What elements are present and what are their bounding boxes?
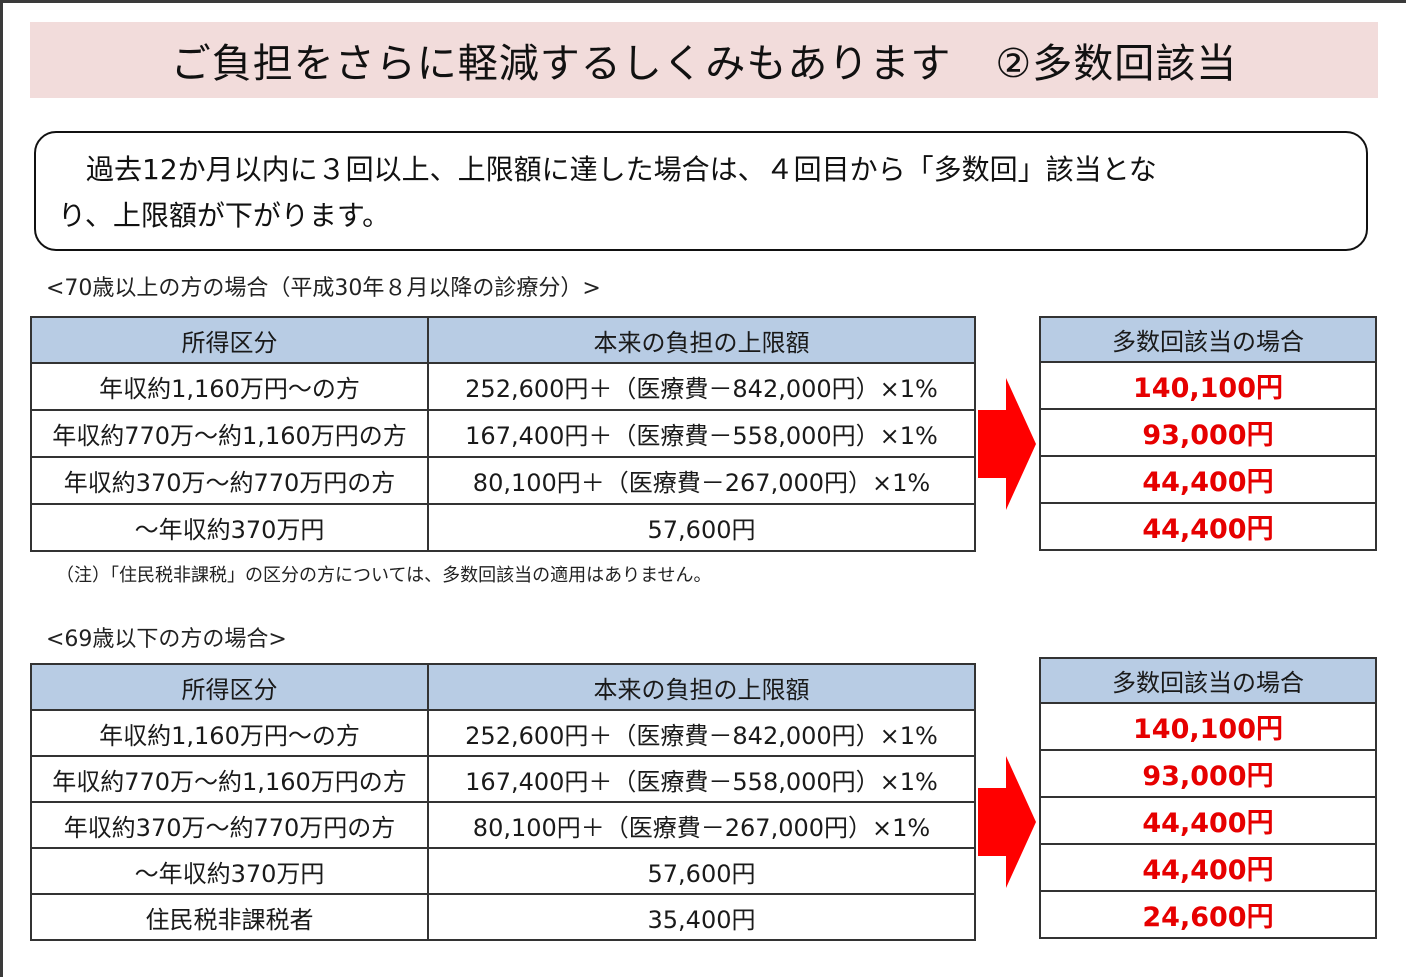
footnote: （注）「住民税非課税」の区分の方については、多数回該当の適用はありません。	[56, 565, 712, 586]
table-row: 年収約370万～約770万円の方 80,100円＋（医療費－267,000円）×…	[30, 801, 976, 849]
multiple-amount-cell: 140,100円	[1039, 361, 1377, 410]
table-row: 44,400円	[1039, 843, 1377, 892]
limit-cell: 252,600円＋（医療費－842,000円）×1%	[427, 362, 976, 411]
income-cell: 年収約770万～約1,160万円の方	[30, 755, 429, 803]
multiple-amount-cell: 140,100円	[1039, 702, 1377, 751]
limit-cell: 80,100円＋（医療費－267,000円）×1%	[427, 801, 976, 849]
header-multiple: 多数回該当の場合	[1039, 657, 1377, 704]
table-row: ～年収約370万円 57,600円	[30, 503, 976, 552]
notice-box: 過去12か月以内に３回以上、上限額に達した場合は、４回目から「多数回」該当とな …	[34, 131, 1368, 251]
table-row: 44,400円	[1039, 796, 1377, 845]
notice-line-1: 過去12か月以内に３回以上、上限額に達した場合は、４回目から「多数回」該当とな	[86, 153, 1157, 186]
income-cell: 年収約1,160万円～の方	[30, 709, 429, 757]
page-title: ご負担をさらに軽減するしくみもあります ②多数回該当	[30, 22, 1378, 98]
header-multiple: 多数回該当の場合	[1039, 316, 1377, 363]
multiple-table-69-under: 多数回該当の場合 140,100円 93,000円 44,400円 44,400…	[1039, 657, 1377, 939]
right-arrow-icon	[978, 378, 1036, 510]
multiple-amount-cell: 44,400円	[1039, 502, 1377, 551]
header-original-limit: 本来の負担の上限額	[427, 663, 976, 711]
income-cell: ～年収約370万円	[30, 847, 429, 895]
limit-cell: 167,400円＋（医療費－558,000円）×1%	[427, 409, 976, 458]
table-row: 年収約1,160万円～の方 252,600円＋（医療費－842,000円）×1%	[30, 362, 976, 411]
table-row: 年収約370万～約770万円の方 80,100円＋（医療費－267,000円）×…	[30, 456, 976, 505]
table-69-under: 所得区分 本来の負担の上限額 年収約1,160万円～の方 252,600円＋（医…	[30, 663, 976, 941]
header-income-class: 所得区分	[30, 663, 429, 711]
limit-cell: 167,400円＋（医療費－558,000円）×1%	[427, 755, 976, 803]
table-header-row: 所得区分 本来の負担の上限額	[30, 316, 976, 364]
table-row: ～年収約370万円 57,600円	[30, 847, 976, 895]
header-income-class: 所得区分	[30, 316, 429, 364]
table-70-plus: 所得区分 本来の負担の上限額 年収約1,160万円～の方 252,600円＋（医…	[30, 316, 976, 552]
limit-cell: 35,400円	[427, 893, 976, 941]
notice-line-2: り、上限額が下がります。	[58, 199, 391, 232]
table-row: 住民税非課税者 35,400円	[30, 893, 976, 941]
income-cell: 年収約370万～約770万円の方	[30, 801, 429, 849]
limit-cell: 80,100円＋（医療費－267,000円）×1%	[427, 456, 976, 505]
window-frame-top	[0, 0, 1406, 3]
income-cell: 年収約370万～約770万円の方	[30, 456, 429, 505]
table-row: 年収約1,160万円～の方 252,600円＋（医療費－842,000円）×1%	[30, 709, 976, 757]
income-cell: 年収約1,160万円～の方	[30, 362, 429, 411]
limit-cell: 57,600円	[427, 503, 976, 552]
income-cell: 年収約770万～約1,160万円の方	[30, 409, 429, 458]
table-row: 140,100円	[1039, 702, 1377, 751]
multiple-amount-cell: 44,400円	[1039, 843, 1377, 892]
table-row: 93,000円	[1039, 749, 1377, 798]
multiple-table-70-plus: 多数回該当の場合 140,100円 93,000円 44,400円 44,400…	[1039, 316, 1377, 551]
table-header-row: 所得区分 本来の負担の上限額	[30, 663, 976, 711]
page-title-main: ご負担をさらに軽減するしくみもあります	[170, 41, 952, 87]
right-arrow-icon	[978, 756, 1036, 888]
limit-cell: 57,600円	[427, 847, 976, 895]
income-cell: 住民税非課税者	[30, 893, 429, 941]
table-row: 93,000円	[1039, 408, 1377, 457]
table-row: 年収約770万～約1,160万円の方 167,400円＋（医療費－558,000…	[30, 755, 976, 803]
table-row: 年収約770万～約1,160万円の方 167,400円＋（医療費－558,000…	[30, 409, 976, 458]
income-cell: ～年収約370万円	[30, 503, 429, 552]
header-original-limit: 本来の負担の上限額	[427, 316, 976, 364]
multiple-amount-cell: 93,000円	[1039, 749, 1377, 798]
multiple-amount-cell: 44,400円	[1039, 455, 1377, 504]
section-label-69-under: <69歳以下の方の場合>	[46, 627, 287, 652]
multiple-amount-cell: 93,000円	[1039, 408, 1377, 457]
section-label-70-plus: <70歳以上の方の場合（平成30年８月以降の診療分）>	[46, 276, 601, 301]
table-row: 140,100円	[1039, 361, 1377, 410]
window-frame-left	[0, 0, 3, 977]
limit-cell: 252,600円＋（医療費－842,000円）×1%	[427, 709, 976, 757]
table-row: 44,400円	[1039, 502, 1377, 551]
multiple-amount-cell: 24,600円	[1039, 890, 1377, 939]
table-row: 44,400円	[1039, 455, 1377, 504]
page-title-suffix: ②多数回該当	[995, 41, 1238, 87]
multiple-amount-cell: 44,400円	[1039, 796, 1377, 845]
table-row: 24,600円	[1039, 890, 1377, 939]
